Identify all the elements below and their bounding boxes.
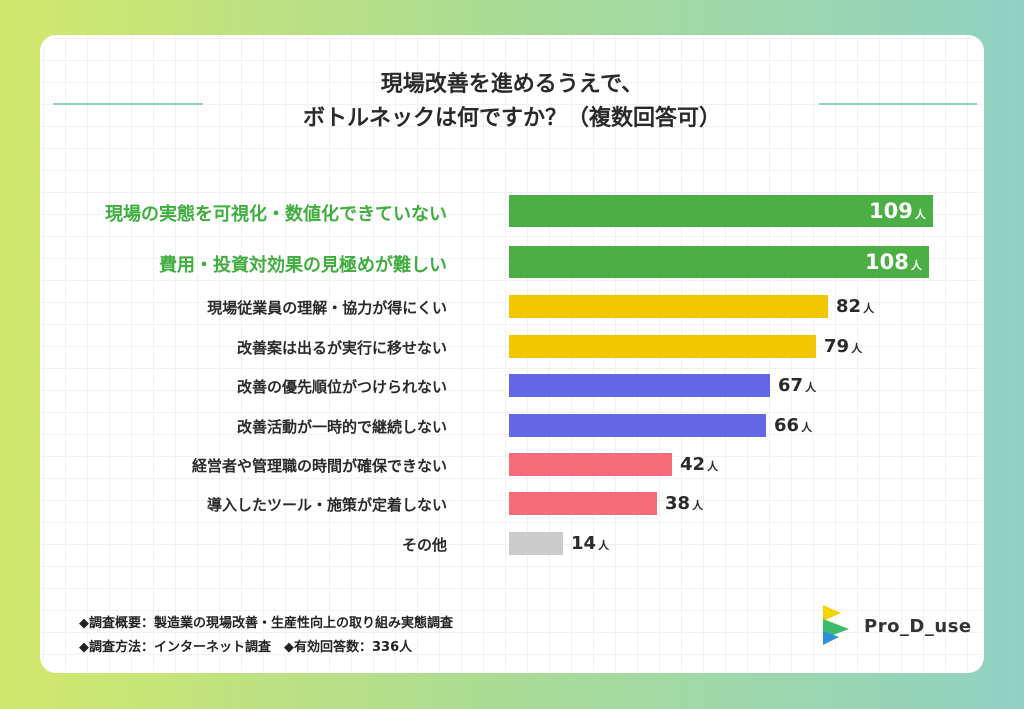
bar <box>509 414 766 437</box>
bar-value-label: 79 人 <box>824 336 863 357</box>
bar-value-label: 67 人 <box>778 375 817 396</box>
bar-value-label: 66 人 <box>774 415 813 436</box>
category-label: 改善活動が一時的で継続しない <box>236 418 447 436</box>
survey-method-note: ◆調査方法：インターネット調査 ◆有効回答数：336人 <box>79 640 413 655</box>
category-label: 経営者や管理職の時間が確保できない <box>191 457 447 475</box>
bar <box>509 295 828 318</box>
category-label: 改善案は出るが実行に移せない <box>236 339 447 357</box>
bar <box>509 374 770 397</box>
bar-value-label: 38 人 <box>665 493 704 514</box>
category-label: 費用・投資対効果の見極めが難しい <box>159 255 447 276</box>
brand-name: Pro_D_use <box>864 616 972 637</box>
bar-value-label: 42 人 <box>680 454 719 475</box>
survey-summary-note: ◆調査概要：製造業の現場改善・生産性向上の取り組み実態調査 <box>79 616 453 631</box>
category-label: その他 <box>401 536 447 554</box>
bar <box>509 492 657 515</box>
chart-card: 現場改善を進めるうえで、 ボトルネックは何ですか？（複数回答可） 現場の実態を可… <box>40 35 984 673</box>
bar-value-label: 82 人 <box>836 296 875 317</box>
bar <box>509 453 672 476</box>
category-label: 導入したツール・施策が定着しない <box>206 496 447 514</box>
bar-value-label: 108 人 <box>865 250 922 274</box>
title-right-line <box>819 103 977 105</box>
chart-title-line1: 現場改善を進めるうえで、 <box>380 72 644 97</box>
bar <box>509 532 563 555</box>
prodeuse-logo-icon <box>823 605 849 645</box>
category-label: 現場従業員の理解・協力が得にくい <box>207 299 447 317</box>
title-left-line <box>53 103 203 105</box>
bar-value-label: 14 人 <box>571 533 610 554</box>
bar <box>509 246 929 278</box>
bar <box>509 195 933 227</box>
bar-value-label: 109 人 <box>869 199 926 223</box>
category-label: 現場の実態を可視化・数値化できていない <box>105 204 447 225</box>
bar <box>509 335 816 358</box>
chart-title-line2: ボトルネックは何ですか？（複数回答可） <box>302 106 721 131</box>
category-label: 改善の優先順位がつけられない <box>236 378 447 396</box>
